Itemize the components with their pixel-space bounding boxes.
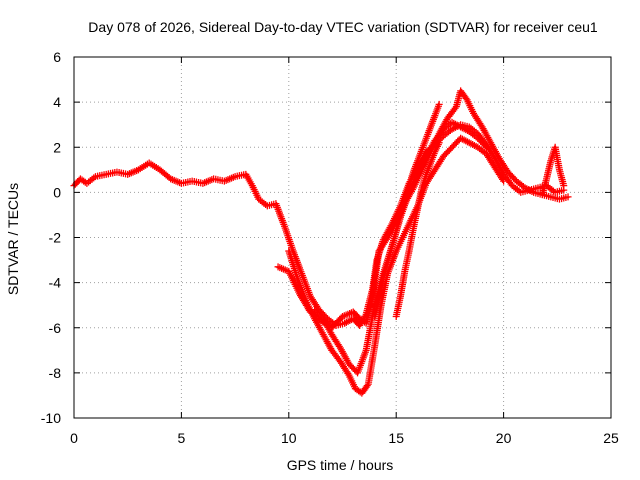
y-tick-label: -8 xyxy=(49,365,62,381)
series-lower-track xyxy=(285,134,508,397)
x-tick-label: 0 xyxy=(70,430,78,446)
series-tail-rise xyxy=(538,143,568,199)
axis-ticks: 0 5 10 15 20 25 -10 -8 -6 -4 -2 0 2 4 6 xyxy=(41,49,619,446)
x-tick-label: 25 xyxy=(603,430,619,446)
series-branch-c xyxy=(392,139,443,320)
y-tick-label: -6 xyxy=(49,320,62,336)
data-point xyxy=(481,142,489,150)
data-point xyxy=(560,182,568,190)
x-tick-label: 20 xyxy=(496,430,512,446)
y-axis-label: SDTVAR / TECUs xyxy=(5,183,21,295)
x-tick-label: 15 xyxy=(388,430,404,446)
data-point xyxy=(363,382,371,390)
data-point xyxy=(482,143,490,151)
y-tick-label: -10 xyxy=(41,410,61,426)
series-main-track xyxy=(70,121,568,329)
y-tick-label: 6 xyxy=(53,49,61,65)
x-axis-label: GPS time / hours xyxy=(287,457,394,473)
series-branch-b xyxy=(371,100,443,320)
y-tick-label: 2 xyxy=(53,139,61,155)
data-point xyxy=(564,193,572,201)
data-point xyxy=(435,139,443,147)
x-tick-label: 10 xyxy=(281,430,297,446)
y-tick-label: 4 xyxy=(53,94,61,110)
chart-title: Day 078 of 2026, Sidereal Day-to-day VTE… xyxy=(88,19,598,35)
x-tick-label: 5 xyxy=(178,430,186,446)
grid xyxy=(74,57,611,418)
y-tick-label: 0 xyxy=(53,184,61,200)
y-tick-label: -4 xyxy=(49,275,62,291)
data-point xyxy=(500,177,508,185)
series-upper-track xyxy=(274,87,572,332)
data-point xyxy=(451,104,459,112)
data-points xyxy=(70,87,572,397)
data-point xyxy=(435,100,443,108)
y-tick-label: -2 xyxy=(49,230,62,246)
